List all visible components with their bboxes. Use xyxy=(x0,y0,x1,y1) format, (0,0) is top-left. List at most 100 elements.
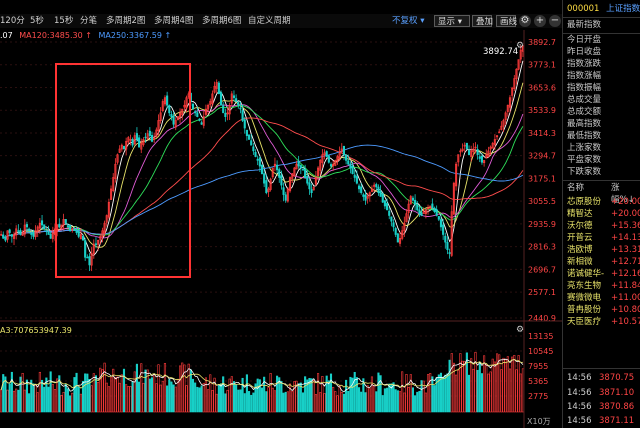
candle-body xyxy=(295,163,298,170)
candle-body xyxy=(293,167,296,177)
candle-body xyxy=(308,182,311,190)
volume-bar xyxy=(90,385,93,413)
candle-body xyxy=(243,119,246,129)
timeframe-multi2[interactable]: 多周期2图 xyxy=(106,16,146,26)
volume-indicator-label: A3:707653947.39 xyxy=(0,326,72,335)
volume-bar xyxy=(347,390,350,413)
volume-bar xyxy=(465,352,468,413)
candle-body xyxy=(299,165,302,169)
zoom-in-button[interactable]: + xyxy=(534,15,546,27)
candle-body xyxy=(297,161,300,167)
timeframe-tick[interactable]: 分笔 xyxy=(80,16,98,26)
volume-unit: X10万 xyxy=(527,417,551,426)
volume-bar xyxy=(211,390,214,413)
candle-body xyxy=(47,231,50,235)
rank-chg-10: +10.57 xyxy=(611,317,640,327)
candle-body xyxy=(97,239,100,245)
rank-name-10[interactable]: 天臣医疗 xyxy=(567,317,602,327)
timeframe-custom[interactable]: 自定义周期 xyxy=(248,16,291,26)
volume-bar xyxy=(457,370,460,413)
rank-name-3[interactable]: 开普云 xyxy=(567,233,593,243)
candlestick-chart[interactable]: 3892.7 3773.1 3653.6 3533.9 3414.3 3294.7 3175… xyxy=(0,0,562,428)
candle-body xyxy=(92,243,95,254)
candle-body xyxy=(321,154,324,163)
timeframe-120min[interactable]: 120分 xyxy=(0,16,25,26)
rank-name-5[interactable]: 新相微 xyxy=(567,257,593,267)
volume-bar xyxy=(327,380,330,413)
price-axis-tick-7: 3055.5 xyxy=(528,197,556,206)
candle-body xyxy=(422,211,425,214)
candle-body xyxy=(127,137,130,143)
rank-name-7[interactable]: 亮东生物 xyxy=(567,281,602,291)
volume-bar xyxy=(122,368,126,413)
timeframe-5sec[interactable]: 5秒 xyxy=(30,16,44,26)
candle-body xyxy=(278,169,281,178)
rank-name-0[interactable]: 芯原股份 xyxy=(567,197,602,207)
volume-bar xyxy=(92,373,95,413)
draw-line-button[interactable]: 画线 xyxy=(496,15,517,27)
timeframe-multi6[interactable]: 多周期6图 xyxy=(202,16,242,26)
candle-body xyxy=(495,135,499,138)
field-amplitude: 指数振幅 xyxy=(567,83,602,93)
volume-bar xyxy=(474,351,477,413)
candle-body xyxy=(340,148,343,153)
zoom-out-button[interactable]: − xyxy=(549,15,561,27)
field-rising: 上涨家数 xyxy=(567,143,602,153)
timeframe-15sec[interactable]: 15秒 xyxy=(54,16,74,26)
volume-bar xyxy=(94,375,98,413)
main-chart-settings-icon[interactable]: ⚙ xyxy=(516,41,525,51)
rank-name-9[interactable]: 普冉股份 xyxy=(567,305,602,315)
volume-bar xyxy=(280,381,283,413)
candle-body xyxy=(224,112,227,117)
rank-name-6[interactable]: 诺诚健华- xyxy=(567,269,605,279)
volume-ma-line-10 xyxy=(0,359,523,391)
adjust-select[interactable]: 不复权 ▾ xyxy=(392,15,424,27)
volume-bar xyxy=(150,377,154,413)
candle-body xyxy=(237,101,240,106)
volume-bar xyxy=(426,374,430,413)
volume-bar xyxy=(373,385,376,413)
candle-body xyxy=(235,98,238,102)
tick-price-1: 3871.10 xyxy=(599,388,635,398)
ma-arrow-icon: ↑ xyxy=(85,31,92,40)
candle-body xyxy=(498,131,501,134)
candle-body xyxy=(360,186,363,193)
volume-bar xyxy=(390,383,393,413)
volume-bar xyxy=(237,389,240,413)
candle-body xyxy=(84,240,87,258)
rank-name-2[interactable]: 沃尔德 xyxy=(567,221,593,231)
volume-bar xyxy=(254,383,257,413)
volume-bar xyxy=(114,377,117,413)
volume-axis-tick-3: 5365 xyxy=(528,377,548,386)
quote-header: 000001 上证指数 xyxy=(563,3,640,15)
candle-body xyxy=(86,256,89,259)
display-button[interactable]: 显示 ▾ xyxy=(434,15,470,27)
candle-body xyxy=(135,133,138,140)
volume-bar xyxy=(161,380,164,413)
candle-body xyxy=(60,224,63,230)
candle-body xyxy=(282,187,285,195)
rank-name-4[interactable]: 浩欧博 xyxy=(567,245,593,255)
rank-name-8[interactable]: 赛微微电 xyxy=(567,293,602,303)
volume-bar xyxy=(209,374,212,413)
volume-settings-icon[interactable]: ⚙ xyxy=(516,325,525,335)
candle-body xyxy=(377,186,380,193)
volume-bar xyxy=(166,385,169,413)
settings-gear-icon[interactable]: ⚙ xyxy=(519,15,531,27)
candle-body xyxy=(271,167,274,178)
candle-body xyxy=(325,151,328,157)
volume-bar xyxy=(444,374,447,413)
volume-bar xyxy=(439,372,443,413)
rank-name-1[interactable]: 精智达 xyxy=(567,209,593,219)
overlay-button[interactable]: 叠加 xyxy=(472,15,493,27)
volume-bar xyxy=(219,383,223,413)
volume-bar xyxy=(135,363,138,413)
rank-chg-5: +12.71 xyxy=(611,257,640,267)
volume-bar xyxy=(293,381,296,413)
candle-body xyxy=(43,224,46,230)
candle-body xyxy=(30,233,33,235)
divider xyxy=(563,368,640,369)
volume-bar xyxy=(230,376,233,413)
timeframe-multi4[interactable]: 多周期4图 xyxy=(154,16,194,26)
volume-bar xyxy=(317,373,320,413)
